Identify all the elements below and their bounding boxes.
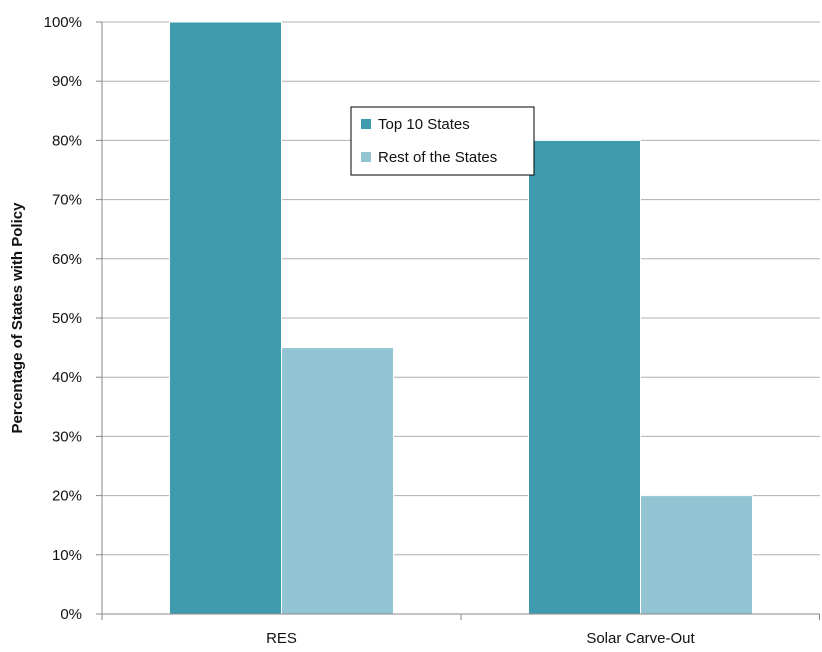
- bar-rest-of-the-states-solar-carve-out: [640, 495, 753, 615]
- x-tick-labels: RES Solar Carve-Out: [266, 630, 695, 647]
- y-axis-title: Percentage of States with Policy: [9, 202, 26, 434]
- legend-swatch-top-10-states: [361, 119, 371, 129]
- legend-label-top-10-states: Top 10 States: [378, 116, 470, 133]
- legend-swatch-rest-of-the-states: [361, 152, 371, 162]
- y-tick-label: 50%: [52, 310, 82, 327]
- legend-box: [350, 106, 535, 176]
- y-tick-label: 40%: [52, 369, 82, 386]
- y-tick-label: 30%: [52, 428, 82, 445]
- y-tick-label: 100%: [44, 14, 82, 31]
- legend: Top 10 States Rest of the States: [350, 106, 535, 176]
- y-tick-label: 10%: [52, 547, 82, 564]
- bars: [169, 21, 753, 615]
- axes: [101, 22, 820, 620]
- y-tick-label: 70%: [52, 192, 82, 209]
- y-tick-label: 60%: [52, 251, 82, 268]
- y-tick-label: 0%: [60, 606, 82, 623]
- y-tick-label: 20%: [52, 488, 82, 505]
- legend-label-rest-of-the-states: Rest of the States: [378, 149, 497, 166]
- x-tick-label: Solar Carve-Out: [586, 630, 695, 647]
- bar-rest-of-the-states-res: [281, 347, 394, 615]
- bar-top-10-states-res: [169, 21, 282, 615]
- bar-top-10-states-solar-carve-out: [528, 139, 641, 615]
- y-tick-label: 90%: [52, 73, 82, 90]
- y-tick-label: 80%: [52, 132, 82, 149]
- x-tick-label: RES: [266, 630, 297, 647]
- y-tick-labels: 0% 10% 20% 30% 40% 50% 60% 70% 80% 90% 100%: [44, 14, 82, 623]
